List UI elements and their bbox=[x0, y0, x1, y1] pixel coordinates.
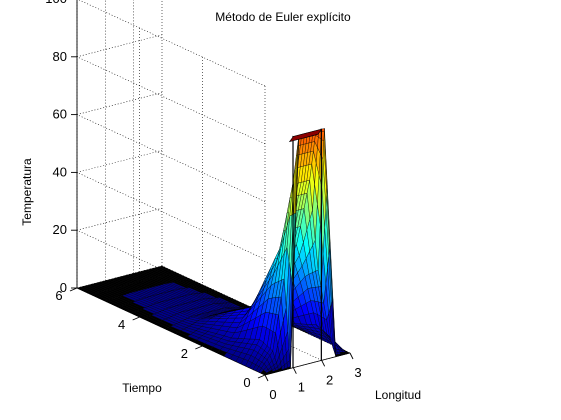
initial-step-left bbox=[292, 135, 294, 369]
y-tick-label: 6 bbox=[55, 288, 62, 303]
initial-step-right bbox=[320, 128, 322, 361]
y-tick-label: 2 bbox=[181, 346, 188, 361]
chart-title: Método de Euler explícito bbox=[215, 10, 351, 24]
y-tick-mark bbox=[257, 374, 266, 379]
y-tick-mark bbox=[69, 287, 78, 292]
y-tick-mark bbox=[195, 345, 203, 350]
x-tick-label: 2 bbox=[326, 372, 333, 387]
x-tick-label: 3 bbox=[354, 365, 361, 380]
z-tick-label: 60 bbox=[53, 107, 67, 122]
tick-labels: 01230246020406080100 bbox=[45, 0, 361, 402]
x-tick-mark bbox=[292, 367, 297, 374]
z-axis-label: Temperatura bbox=[20, 158, 34, 226]
y-tick-label: 4 bbox=[118, 317, 125, 332]
z-tick-label: 80 bbox=[53, 49, 67, 64]
x-tick-label: 0 bbox=[269, 387, 276, 402]
x-tick-mark bbox=[349, 352, 354, 360]
z-tick-label: 0 bbox=[60, 280, 67, 295]
x-tick-label: 1 bbox=[298, 380, 305, 395]
x-tick-mark bbox=[264, 374, 269, 382]
surface-patch bbox=[346, 352, 351, 354]
initial-plateau bbox=[288, 128, 323, 143]
x-axis-label: Longitud bbox=[375, 388, 421, 402]
z-tick-label: 100 bbox=[45, 0, 67, 6]
x-tick-mark bbox=[321, 360, 326, 367]
surface-plot bbox=[76, 128, 351, 376]
z-tick-label: 40 bbox=[53, 164, 67, 179]
y-axis-label: Tiempo bbox=[122, 381, 162, 395]
y-tick-mark bbox=[132, 316, 140, 321]
y-tick-label: 0 bbox=[243, 375, 250, 390]
z-tick-label: 20 bbox=[53, 222, 67, 237]
